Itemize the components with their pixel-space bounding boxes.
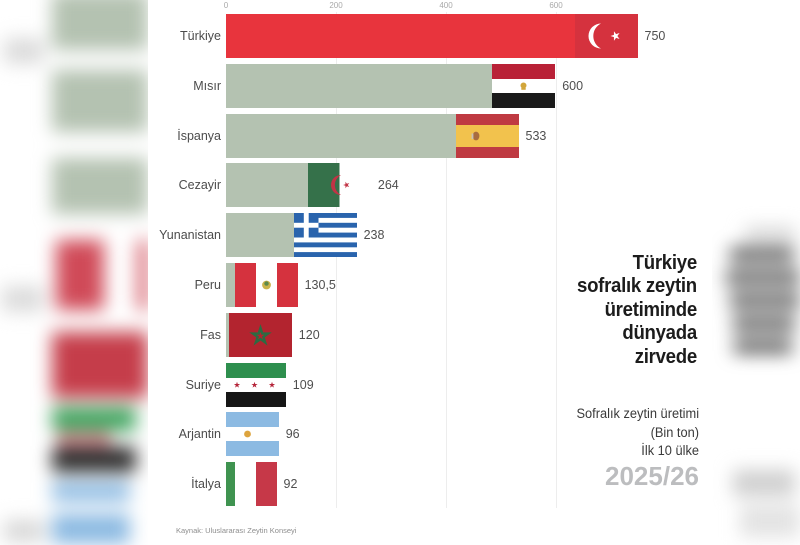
bar-peru xyxy=(226,263,298,307)
bar-cezayir xyxy=(226,163,371,207)
subtitle-line: İlk 10 ülke xyxy=(641,443,699,459)
title-line: üretiminde xyxy=(604,298,698,321)
bar-yunanistan xyxy=(226,213,357,257)
country-label: Türkiye xyxy=(180,29,221,43)
title-line: Türkiye xyxy=(632,252,697,274)
spain-flag-icon xyxy=(455,114,519,158)
morocco-flag-icon xyxy=(228,313,292,357)
country-label: Suriye xyxy=(185,378,221,392)
country-label: Peru xyxy=(194,278,221,292)
value-label: 109 xyxy=(292,378,314,392)
country-label: Cezayir xyxy=(178,178,221,192)
italy-flag-icon xyxy=(226,462,277,506)
bar-row-misir: Mısır 600 xyxy=(0,64,800,108)
value-label: 130,5 xyxy=(304,278,336,292)
value-label: 238 xyxy=(363,228,385,242)
value-label: 533 xyxy=(525,129,547,143)
bar-ispanya xyxy=(226,114,519,158)
bar-row-ispanya: İspanya 533 xyxy=(0,114,800,158)
egypt-flag-icon xyxy=(492,64,556,108)
bar-row-fas: Fas 120 xyxy=(0,313,800,357)
gridline xyxy=(446,12,447,508)
x-axis-tick: 400 xyxy=(439,1,453,10)
x-axis-tick: 0 xyxy=(223,1,229,10)
value-label: 92 xyxy=(283,477,298,491)
season-label: 2025/26 xyxy=(605,461,699,491)
peru-flag-icon xyxy=(234,263,298,307)
bar-row-peru: Peru 130,5 xyxy=(0,263,800,307)
bar-row-yunanistan: Yunanistan 238 xyxy=(0,213,800,257)
country-label: Mısır xyxy=(193,79,221,93)
syria-flag-icon xyxy=(226,363,286,407)
bar-fas xyxy=(226,313,292,357)
chart-title: Türkiye sofralık zeytin üretiminde dünya… xyxy=(577,252,697,369)
title-line: dünyada xyxy=(622,322,697,345)
bar-italya xyxy=(226,462,277,506)
value-label: 750 xyxy=(644,29,666,43)
argentina-flag-icon xyxy=(226,412,279,456)
bar-arjantin xyxy=(226,412,279,456)
value-label: 96 xyxy=(285,427,300,441)
value-label: 264 xyxy=(377,178,399,192)
country-label: İspanya xyxy=(177,129,221,143)
subtitle-line: Sofralık zeytin üretimi xyxy=(576,406,699,421)
greece-flag-icon xyxy=(293,213,357,257)
country-label: Arjantin xyxy=(178,427,221,441)
turkey-flag-icon xyxy=(574,14,638,58)
chart-subtitle: Sofralık zeytin üretimi (Bin ton) İlk 10… xyxy=(576,405,699,461)
country-label: Yunanistan xyxy=(159,228,221,242)
bar-row-turkiye: Türkiye 750 xyxy=(0,14,800,58)
title-line: sofralık zeytin xyxy=(577,275,697,298)
source-note: Kaynak: Uluslararası Zeytin Konseyi xyxy=(176,526,297,535)
gridline xyxy=(336,12,337,508)
bar-turkiye xyxy=(226,14,638,58)
gridline xyxy=(556,12,557,508)
value-label: 600 xyxy=(562,79,584,93)
x-axis-tick: 200 xyxy=(329,1,343,10)
value-label: 120 xyxy=(298,328,320,342)
bar-suriye xyxy=(226,363,286,407)
bar-row-suriye: Suriye 109 xyxy=(0,363,800,407)
bar-misir xyxy=(226,64,556,108)
bar-row-italya: İtalya 92 xyxy=(0,462,800,506)
x-axis-tick: 600 xyxy=(549,1,563,10)
title-line: zirvede xyxy=(634,345,697,368)
bar-row-arjantin: Arjantin 96 xyxy=(0,412,800,456)
algeria-flag-icon xyxy=(307,163,371,207)
subtitle-line: (Bin ton) xyxy=(650,424,699,440)
bar-row-cezayir: Cezayir 264 xyxy=(0,163,800,207)
country-label: Fas xyxy=(200,328,221,342)
country-label: İtalya xyxy=(191,477,221,491)
